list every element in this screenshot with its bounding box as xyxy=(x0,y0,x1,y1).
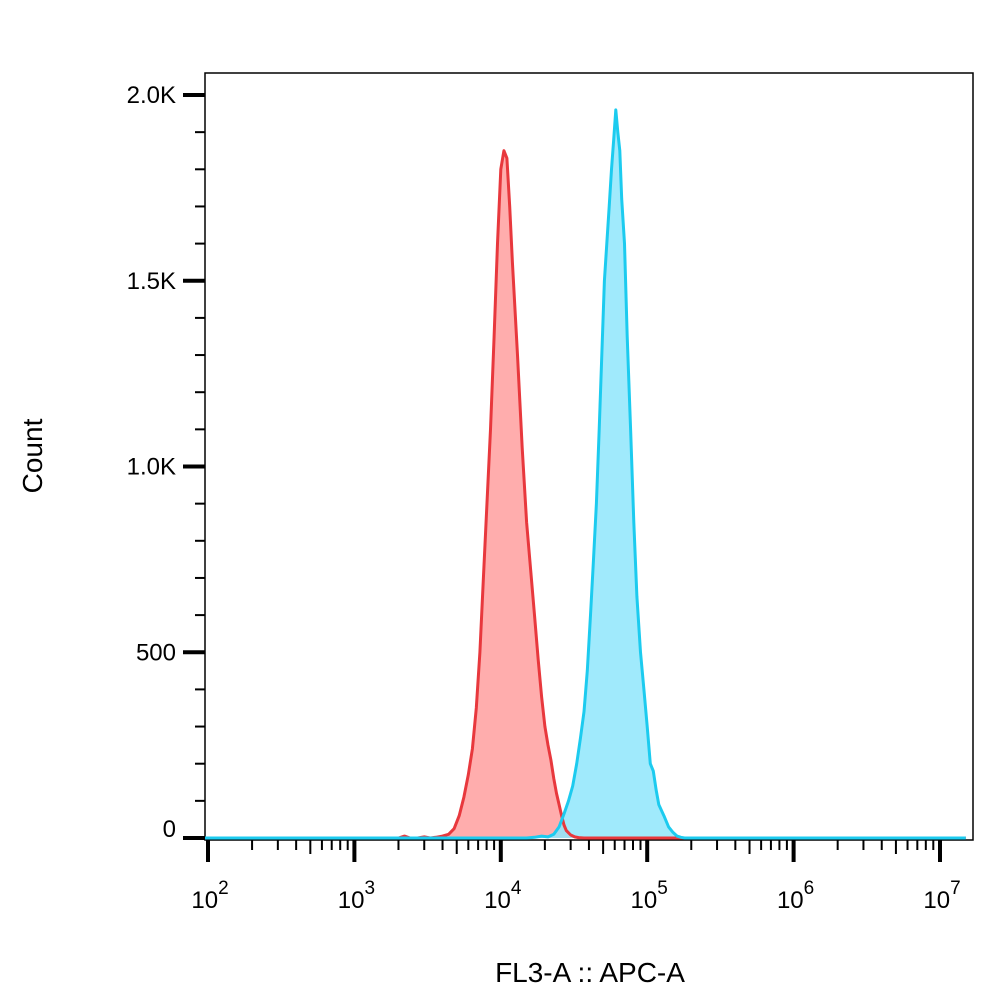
x-tick-label-exponent: 3 xyxy=(364,878,375,899)
x-tick-label-base: 10 xyxy=(484,887,511,914)
y-axis: 0 500 1.0K 1.5K 2.0K xyxy=(127,82,205,843)
x-tick-label: 105 xyxy=(631,878,668,914)
y-tick-label: 2.0K xyxy=(127,82,176,109)
series-2-line xyxy=(205,108,966,840)
x-axis: 102 103 104 105 106 107 xyxy=(191,840,961,914)
x-tick-label-exponent: 4 xyxy=(511,878,522,899)
x-tick-label: 103 xyxy=(338,878,375,914)
y-tick-label: 0 xyxy=(163,816,176,843)
x-tick-label-exponent: 7 xyxy=(950,878,961,899)
x-axis-title: FL3-A :: APC-A xyxy=(495,957,685,988)
y-tick-label: 1.5K xyxy=(127,268,176,295)
y-tick-label: 1.0K xyxy=(127,454,176,481)
x-tick-label: 106 xyxy=(777,878,814,914)
x-tick-label-base: 10 xyxy=(777,887,804,914)
y-tick-label: 500 xyxy=(136,639,176,666)
x-tick-label-base: 10 xyxy=(631,887,658,914)
x-tick-label-base: 10 xyxy=(923,887,950,914)
series-2-area xyxy=(205,109,966,838)
x-tick-label: 107 xyxy=(923,878,960,914)
series-fills xyxy=(205,109,966,838)
x-tick-label-exponent: 5 xyxy=(657,878,668,899)
x-tick-label: 102 xyxy=(191,878,228,914)
x-tick-label-base: 10 xyxy=(191,887,218,914)
x-tick-label-base: 10 xyxy=(338,887,365,914)
series-lines xyxy=(205,108,966,840)
x-tick-label-exponent: 2 xyxy=(218,878,229,899)
y-axis-title: Count xyxy=(17,418,48,493)
series-1-line xyxy=(205,149,966,840)
x-tick-label-exponent: 6 xyxy=(804,878,815,899)
x-tick-label: 104 xyxy=(484,878,522,914)
